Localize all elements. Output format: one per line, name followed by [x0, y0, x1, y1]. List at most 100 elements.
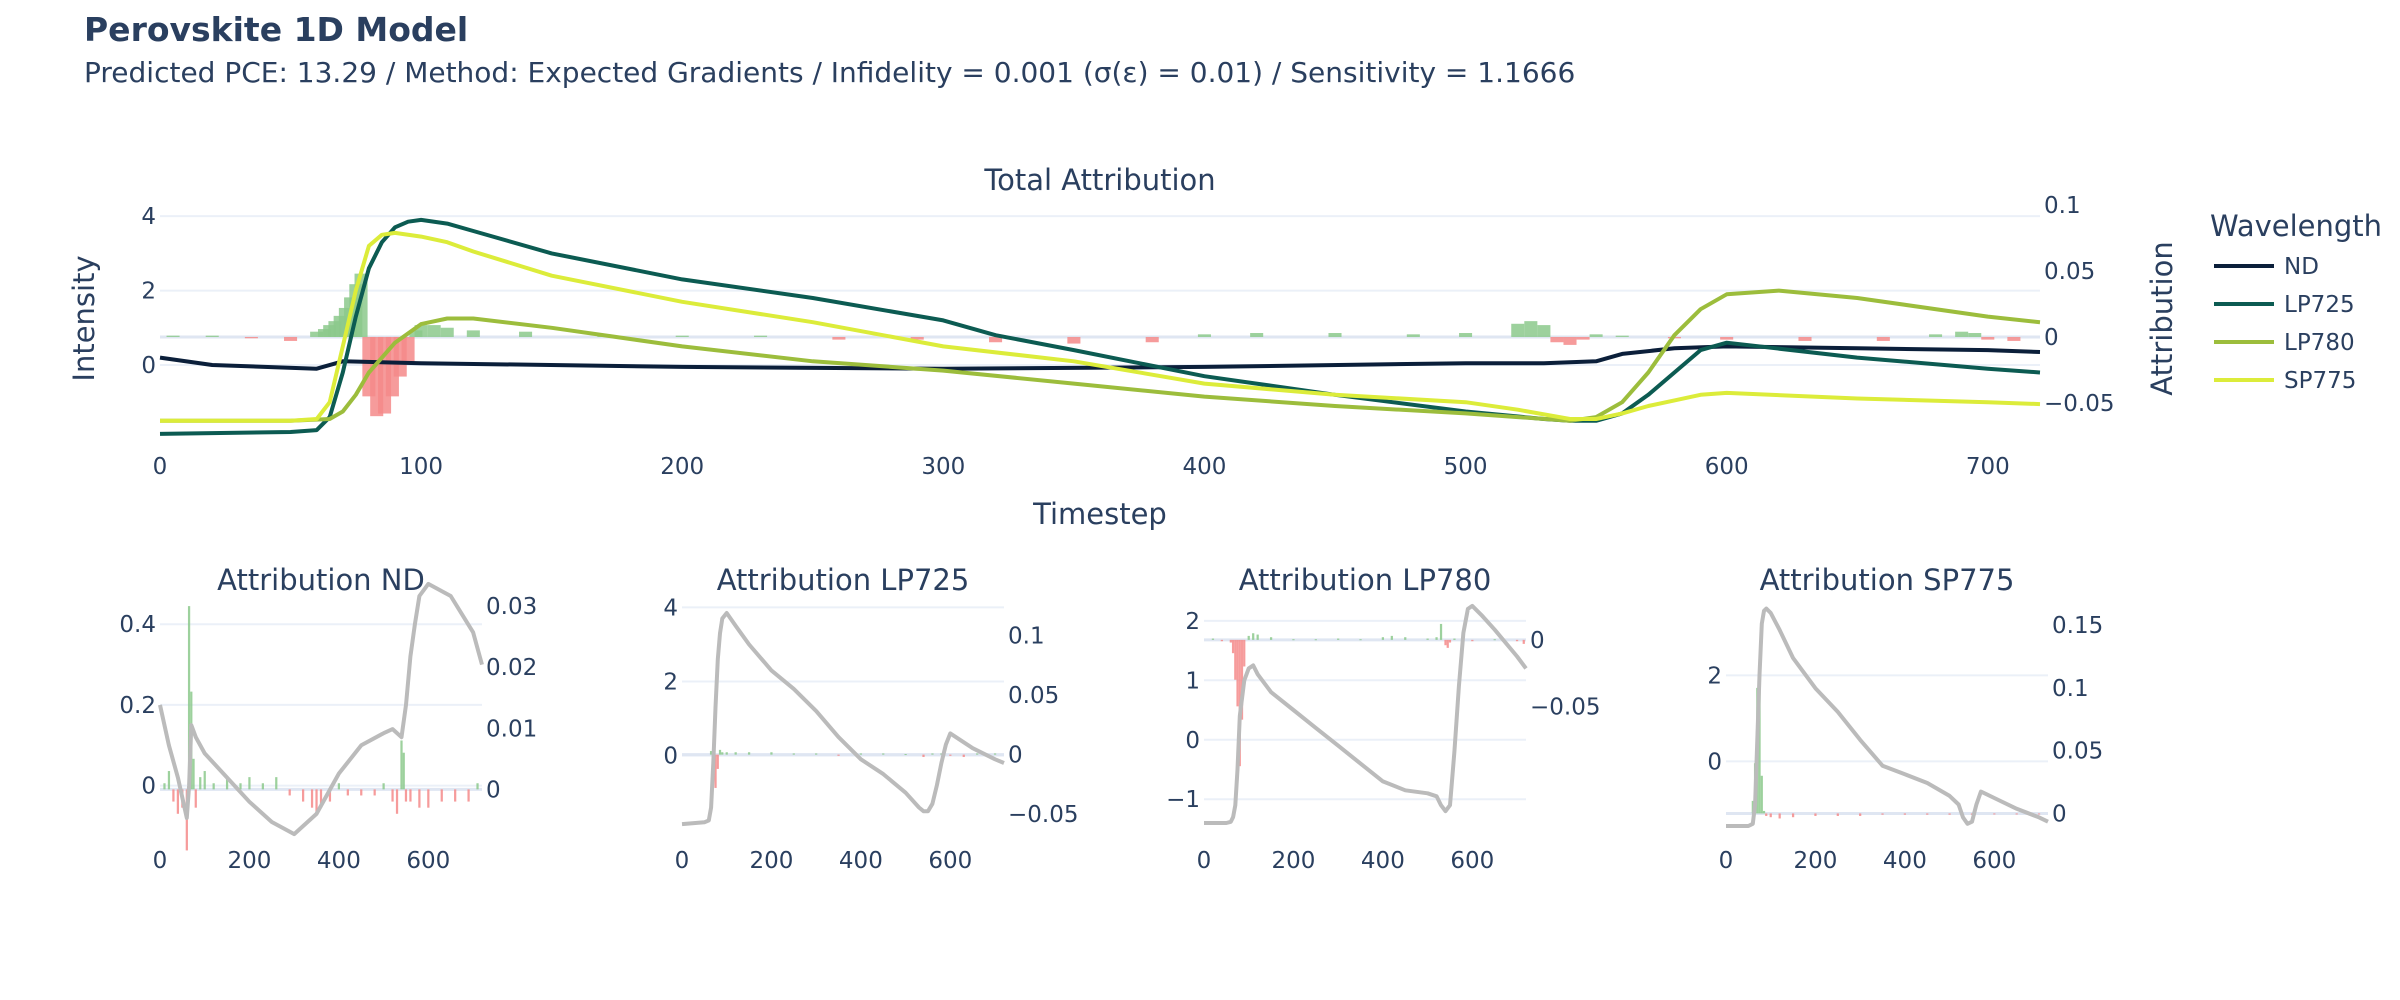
chart-attribution-nd: Attribution ND 0 200 400 600 0 0.2 0.4 0 0.01 0.02…: [119, 563, 537, 874]
attribution-bar: [275, 777, 278, 790]
chart-title: Total Attribution: [983, 163, 1215, 197]
attribution-bar: [815, 753, 818, 755]
x-tick-label: 600: [406, 848, 450, 874]
x-tick-label: 700: [1966, 454, 2010, 480]
y2-tick-label: −0.05: [1008, 802, 1078, 828]
attribution-bar: [1511, 323, 1525, 337]
y-axis-title: Intensity: [67, 255, 101, 381]
attribution-bar: [194, 789, 197, 808]
attribution-bar: [328, 789, 332, 802]
y-tick-label: −1: [1166, 787, 1200, 813]
attribution-bar: [989, 336, 1003, 343]
attribution-bar: [1769, 813, 1772, 818]
attribution-bar: [1448, 639, 1452, 643]
attribution-bar: [467, 789, 470, 802]
attribution-bar: [725, 752, 728, 755]
attribution-bar: [747, 752, 751, 755]
attribution-bar: [319, 789, 323, 808]
attribution-bar: [1314, 639, 1317, 641]
legend-label: LP780: [2284, 330, 2355, 356]
y-tick-label: 0: [1185, 728, 1200, 754]
y2-tick-label: −0.05: [2044, 391, 2114, 417]
attribution-bar: [931, 753, 934, 755]
attribution-bar: [1145, 336, 1159, 343]
x-tick-label: 400: [317, 848, 361, 874]
attribution-bar: [205, 335, 219, 337]
x-tick-label: 200: [749, 848, 793, 874]
attribution-bar: [1903, 813, 1907, 815]
attribution-bar: [1537, 325, 1551, 337]
attribution-bar: [1791, 813, 1795, 818]
attribution-bar: [1359, 639, 1362, 641]
attribution-bar: [714, 754, 717, 788]
x-tick-label: 600: [1450, 848, 1494, 874]
attribution-bar: [962, 754, 965, 758]
attribution-bar: [310, 331, 324, 337]
attribution-bar: [163, 783, 166, 790]
legend-label: LP725: [2284, 292, 2355, 318]
attribution-bar: [1337, 638, 1340, 640]
attribution-bar: [910, 336, 924, 340]
attribution-bar: [2037, 813, 2041, 815]
attribution-bar: [1240, 639, 1244, 720]
y-tick-label: 0: [141, 774, 156, 800]
attribution-bar: [346, 789, 349, 796]
y2-tick-label: 0.03: [486, 594, 537, 620]
attribution-bar: [1426, 638, 1429, 640]
attribution-bar: [172, 789, 175, 802]
attribution-bar: [2007, 336, 2021, 341]
x-tick-label: 200: [1793, 848, 1837, 874]
x-tick-label: 400: [1361, 848, 1405, 874]
y-tick-label: 0: [663, 744, 678, 770]
y-tick-label: 2: [1185, 609, 1200, 635]
attribution-bar: [1197, 334, 1211, 337]
y2-tick-label: 0.1: [2052, 676, 2089, 702]
attribution-bar: [1252, 633, 1255, 640]
attribution-bar: [734, 752, 737, 755]
attribution-bar: [770, 752, 773, 755]
attribution-bar: [192, 758, 195, 790]
y-tick-label: 4: [141, 204, 156, 230]
legend-title: Wavelength: [2210, 209, 2382, 243]
attribution-bar: [1406, 334, 1420, 337]
attribution-bar: [1948, 813, 1951, 815]
attribution-bar: [1760, 775, 1763, 814]
attribution-bar: [1993, 813, 1996, 815]
attribution-bar: [401, 336, 415, 364]
attribution-bar: [1211, 638, 1215, 640]
y-tick-label: 2: [141, 279, 156, 305]
attribution-bar: [400, 740, 403, 790]
attribution-bar: [427, 325, 441, 337]
chart-title: Attribution LP780: [1239, 563, 1492, 597]
attribution-bar: [1550, 336, 1564, 343]
chart-attribution-lp780: Attribution LP780 0 200 400 600 −1 0 1 2 −0.05 0: [1166, 563, 1600, 874]
attribution-bar: [391, 789, 394, 802]
attribution-bar: [716, 754, 719, 769]
attribution-bar: [792, 753, 795, 755]
attribution-bar: [1758, 662, 1761, 814]
chart-attribution-sp775: Attribution SP775 0 200 400 600 0 2 0 0.05 0.1 0.1…: [1707, 563, 2103, 874]
y-tick-label: 0.2: [119, 693, 156, 719]
attribution-bar: [409, 789, 412, 802]
attribution-bar: [440, 327, 454, 337]
x-tick-label: 200: [660, 454, 704, 480]
attribution-bar: [310, 789, 314, 808]
attribution-bar: [976, 753, 979, 755]
attribution-bar: [203, 771, 206, 790]
attribution-bar: [476, 783, 479, 790]
y-tick-label: 4: [663, 595, 678, 621]
x-tick-label: 500: [1444, 454, 1488, 480]
attribution-bar: [1404, 637, 1407, 640]
series-line-lp780: [160, 288, 2041, 423]
attribution-bar: [2015, 813, 2018, 815]
attribution-bar: [373, 789, 376, 796]
attribution-bar: [1459, 333, 1473, 337]
x-tick-label: 400: [1182, 454, 1226, 480]
attribution-bar: [1765, 813, 1768, 816]
attribution-bar: [718, 749, 722, 755]
attribution-bar: [212, 783, 215, 790]
attribution-bar: [1243, 639, 1246, 667]
attribution-bar: [1234, 639, 1237, 680]
attribution-bar: [922, 754, 925, 758]
attribution-bar: [1859, 813, 1862, 816]
